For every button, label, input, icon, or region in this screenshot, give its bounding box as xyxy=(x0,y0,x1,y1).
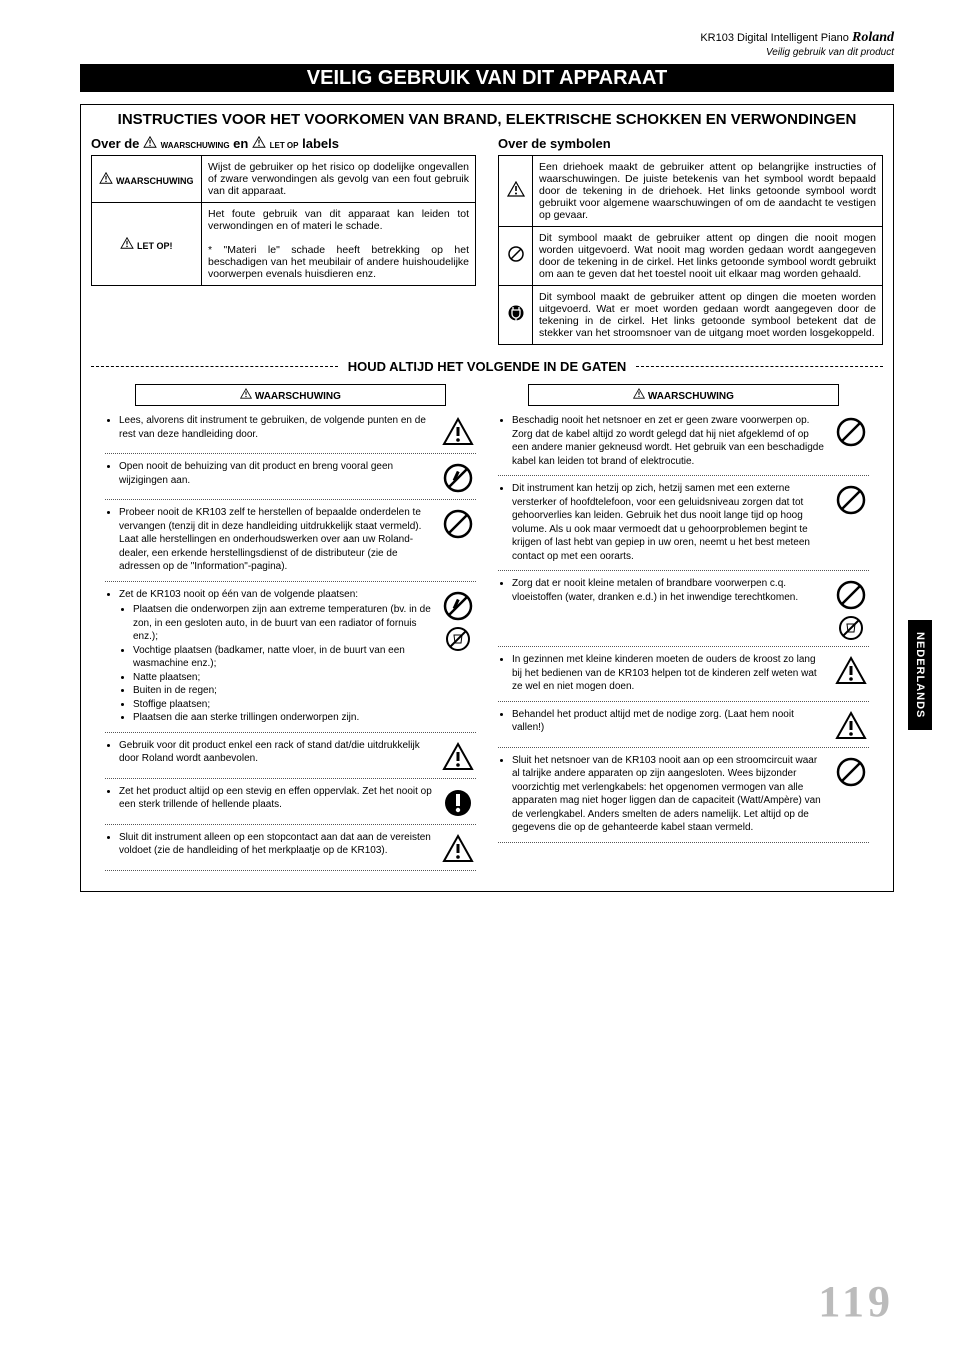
labels-table: WAARSCHUWING Wijst de gebruiker op het r… xyxy=(91,155,476,286)
warn-icon xyxy=(833,653,869,687)
warnings-left-column: WAARSCHUWING Lees, alvorens dit instrume… xyxy=(105,384,476,877)
warnings-right-column: WAARSCHUWING Beschadig nooit het netsnoe… xyxy=(498,384,869,877)
warn-icon xyxy=(440,414,476,448)
triangle-icon xyxy=(240,388,252,399)
prohibit-icon xyxy=(833,414,869,448)
warning-text: Dit instrument kan hetzij op zich, hetzi… xyxy=(498,482,825,565)
dash-line-left xyxy=(91,366,338,367)
warning-text: Beschadig nooit het netsnoer en zet er g… xyxy=(498,414,825,470)
warning-text: Zet de KR103 nooit op één van de volgend… xyxy=(105,588,432,727)
symbol-triangle-cell xyxy=(499,156,533,227)
symbol-prohibit-cell xyxy=(499,227,533,286)
warning-text: Lees, alvorens dit instrument te gebruik… xyxy=(105,414,432,443)
prohibit-icon xyxy=(440,506,476,540)
warning-heading-right: WAARSCHUWING xyxy=(528,384,839,406)
dotted-divider xyxy=(105,453,476,454)
dotted-divider xyxy=(105,824,476,825)
warning-item: Behandel het product altijd met de nodig… xyxy=(498,708,869,742)
warn-icon xyxy=(440,831,476,865)
warning-item: In gezinnen met kleine kinderen moeten d… xyxy=(498,653,869,696)
dotted-divider xyxy=(498,701,869,702)
label-waarschuwing-cell: WAARSCHUWING xyxy=(92,156,202,203)
warning-text: Probeer nooit de KR103 zelf te herstelle… xyxy=(105,506,432,576)
warning-text: Behandel het product altijd met de nodig… xyxy=(498,708,825,737)
warning-item: Lees, alvorens dit instrument te gebruik… xyxy=(105,414,476,448)
warning-text: Zet het product altijd op een stevig en … xyxy=(105,785,432,814)
dotted-divider xyxy=(105,778,476,779)
triangle-icon xyxy=(633,388,645,399)
dash-line-right xyxy=(636,366,883,367)
brand-logo: Roland xyxy=(852,30,894,45)
warning-text: Sluit dit instrument alleen op een stopc… xyxy=(105,831,432,860)
unplug-icon xyxy=(507,304,525,322)
mustdo-icon xyxy=(440,785,476,819)
warning-item: Dit instrument kan hetzij op zich, hetzi… xyxy=(498,482,869,565)
instructions-title: INSTRUCTIES VOOR HET VOORKOMEN VAN BRAND… xyxy=(81,105,893,136)
labels-title: Over de WAARSCHUWING en LET OP labels xyxy=(91,136,476,151)
symbol-prohibit-text: Dit symbool maakt de gebruiker attent op… xyxy=(533,227,883,286)
prohibit2-icon xyxy=(833,577,869,641)
warning-text: Zorg dat er nooit kleine metalen of bran… xyxy=(498,577,825,606)
warning-item: Open nooit de behuizing van dit product … xyxy=(105,460,476,494)
language-tab: NEDERLANDS xyxy=(908,620,932,730)
symbols-title: Over de symbolen xyxy=(498,136,883,151)
label-waarschuwing-text: Wijst de gebruiker op het risico op dode… xyxy=(202,156,476,203)
prohibit-icon xyxy=(507,245,525,263)
warning-text: Open nooit de behuizing van dit product … xyxy=(105,460,432,489)
symbols-section: Over de symbolen Een driehoek maakt de g… xyxy=(498,136,883,345)
labels-section: Over de WAARSCHUWING en LET OP labels WA… xyxy=(91,136,476,345)
dotted-divider xyxy=(498,747,869,748)
warning-text: Sluit het netsnoer van de KR103 nooit aa… xyxy=(498,754,825,837)
nodis-icon xyxy=(440,460,476,494)
warning-item: Zorg dat er nooit kleine metalen of bran… xyxy=(498,577,869,641)
warn-icon xyxy=(833,708,869,742)
warning-item: Zet het product altijd op een stevig en … xyxy=(105,785,476,819)
page-header: KR103 Digital Intelligent Piano Roland V… xyxy=(80,30,894,58)
product-name: KR103 Digital Intelligent Piano xyxy=(700,32,849,44)
warn-icon xyxy=(440,739,476,773)
dotted-divider xyxy=(498,570,869,571)
divider-text: HOUD ALTIJD HET VOLGENDE IN DE GATEN xyxy=(338,359,637,374)
dotted-divider xyxy=(498,475,869,476)
triangle-icon xyxy=(99,172,113,184)
symbol-must-cell xyxy=(499,286,533,345)
dotted-divider xyxy=(498,646,869,647)
symbols-table: Een driehoek maakt de gebruiker attent o… xyxy=(498,155,883,345)
dotted-divider xyxy=(105,870,476,871)
warning-item: Probeer nooit de KR103 zelf te herstelle… xyxy=(105,506,476,576)
page-number: 119 xyxy=(818,1276,894,1327)
warning-heading-left: WAARSCHUWING xyxy=(135,384,446,406)
triangle-icon xyxy=(252,136,266,148)
nodis2-icon xyxy=(440,588,476,652)
prohibit-icon xyxy=(833,754,869,788)
label-letop-cell: LET OP! xyxy=(92,203,202,286)
triangle-icon xyxy=(120,237,134,249)
warning-item: Sluit het netsnoer van de KR103 nooit aa… xyxy=(498,754,869,837)
symbol-triangle-text: Een driehoek maakt de gebruiker attent o… xyxy=(533,156,883,227)
main-content-box: INSTRUCTIES VOOR HET VOORKOMEN VAN BRAND… xyxy=(80,104,894,892)
warning-text: Gebruik voor dit product enkel een rack … xyxy=(105,739,432,768)
header-subtitle: Veilig gebruik van dit product xyxy=(766,47,894,58)
label-letop-text: Het foute gebruik van dit apparaat kan l… xyxy=(202,203,476,286)
dotted-divider xyxy=(498,842,869,843)
symbol-must-text: Dit symbool maakt de gebruiker attent op… xyxy=(533,286,883,345)
warning-item: Zet de KR103 nooit op één van de volgend… xyxy=(105,588,476,727)
prohibit-icon xyxy=(833,482,869,516)
dotted-divider xyxy=(105,581,476,582)
title-bar: VEILIG GEBRUIK VAN DIT APPARAAT xyxy=(80,64,894,92)
triangle-icon xyxy=(143,136,157,148)
dotted-divider xyxy=(105,732,476,733)
triangle-icon xyxy=(507,181,525,197)
warning-item: Gebruik voor dit product enkel een rack … xyxy=(105,739,476,773)
warning-item: Sluit dit instrument alleen op een stopc… xyxy=(105,831,476,865)
dotted-divider xyxy=(105,499,476,500)
warning-item: Beschadig nooit het netsnoer en zet er g… xyxy=(498,414,869,470)
warning-text: In gezinnen met kleine kinderen moeten d… xyxy=(498,653,825,696)
divider-row: HOUD ALTIJD HET VOLGENDE IN DE GATEN xyxy=(81,359,893,374)
